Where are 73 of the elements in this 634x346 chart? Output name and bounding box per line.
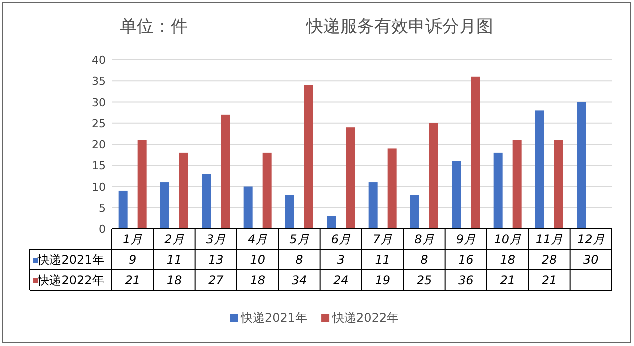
data-label: 11 <box>375 253 390 267</box>
chart-title: 快递服务有效申诉分月图 <box>306 17 494 37</box>
data-label: 11 <box>166 253 182 267</box>
y-tick-label: 25 <box>92 117 106 130</box>
bar <box>346 128 356 229</box>
bar <box>368 182 378 229</box>
bar <box>327 216 336 229</box>
data-label: 9 <box>129 253 137 267</box>
data-label: 18 <box>250 274 266 288</box>
bar <box>262 152 272 229</box>
data-label: 8 <box>420 253 429 267</box>
bar <box>244 186 253 229</box>
data-label: 36 <box>458 274 474 288</box>
bar <box>494 152 503 229</box>
bar <box>388 148 397 229</box>
x-tick-label: 5月 <box>290 232 310 246</box>
data-label: 16 <box>458 253 474 267</box>
data-label: 34 <box>292 274 308 288</box>
data-label: 30 <box>584 253 600 267</box>
bar <box>536 110 544 229</box>
x-tick-label: 10月 <box>494 232 522 246</box>
y-tick-label: 10 <box>92 180 106 194</box>
bar <box>138 140 147 229</box>
y-tick-label: 30 <box>92 96 106 110</box>
x-tick-label: 3月 <box>206 232 226 246</box>
x-tick-label: 2月 <box>164 232 184 246</box>
bar <box>410 195 420 229</box>
data-label: 25 <box>416 274 432 288</box>
data-label: 21 <box>542 274 558 288</box>
x-tick-label: 8月 <box>414 232 434 246</box>
data-label: 21 <box>500 274 516 288</box>
data-label: 18 <box>166 274 182 288</box>
bar <box>118 190 128 229</box>
data-label: 8 <box>296 253 304 267</box>
y-tick-label: 20 <box>92 138 106 152</box>
data-label: 28 <box>542 253 558 267</box>
x-tick-label: 12月 <box>578 232 605 246</box>
y-tick-label: 5 <box>99 202 106 215</box>
x-tick-label: 6月 <box>331 232 351 246</box>
y-tick-label: 40 <box>92 54 106 67</box>
bar <box>554 140 564 229</box>
y-tick-label: 15 <box>92 160 106 173</box>
data-label: 21 <box>125 274 140 288</box>
legend-label: 快递2022年 <box>36 274 104 288</box>
y-tick-label: 35 <box>92 75 106 88</box>
data-label: 19 <box>375 274 390 288</box>
bar <box>286 195 294 229</box>
bar <box>471 76 480 229</box>
x-tick-label: 7月 <box>373 232 393 246</box>
data-label: 18 <box>500 253 516 267</box>
data-label: 13 <box>208 253 224 267</box>
x-tick-label: 11月 <box>536 232 564 246</box>
data-label: 24 <box>334 274 349 288</box>
legend-快递2021年: 快递2021年 <box>230 311 308 325</box>
x-tick-label: 4月 <box>248 232 268 246</box>
data-label: 3 <box>337 253 345 267</box>
bar <box>160 182 170 229</box>
legend-label: 快递2021年 <box>36 253 104 267</box>
bar <box>452 161 462 229</box>
bar <box>577 102 586 229</box>
bar <box>430 123 438 229</box>
bar <box>304 85 314 229</box>
bar <box>180 152 188 229</box>
chart-subtitle: 单位：件 <box>120 17 188 37</box>
bar <box>221 114 230 229</box>
legend-快递2022年: 快递2022年 <box>322 311 400 325</box>
bar <box>202 174 212 229</box>
data-label: 10 <box>250 253 266 267</box>
data-label: 27 <box>208 274 224 288</box>
x-tick-label: 9月 <box>456 232 476 246</box>
x-tick-label: 1月 <box>123 232 143 246</box>
y-tick-label: 0 <box>99 223 106 236</box>
bar <box>512 140 522 229</box>
